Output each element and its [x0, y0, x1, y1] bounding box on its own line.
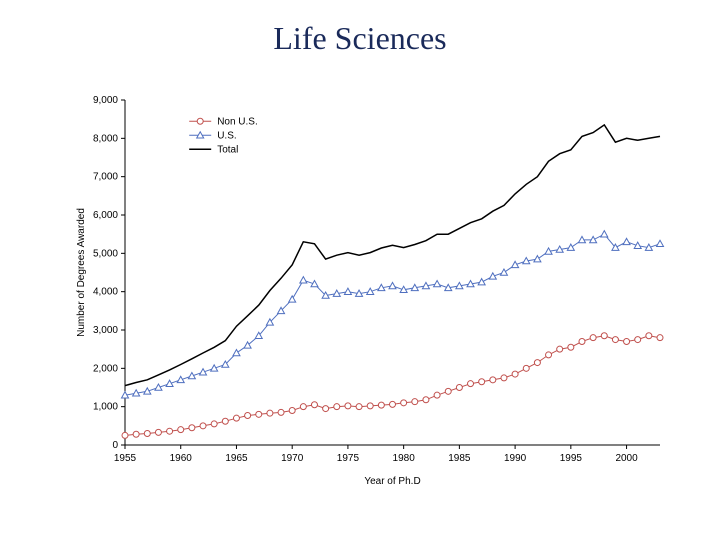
svg-text:Year of Ph.D: Year of Ph.D	[364, 476, 420, 487]
svg-text:Total: Total	[217, 144, 238, 155]
svg-text:1955: 1955	[114, 453, 137, 464]
page-title: Life Sciences	[0, 20, 720, 57]
svg-text:1985: 1985	[448, 453, 471, 464]
svg-text:2,000: 2,000	[93, 363, 118, 374]
svg-text:U.S.: U.S.	[217, 130, 236, 141]
phd-life-sciences-chart: 0 1,000 2,000 3,000 4,000 5,000 6,000 7,000 8,00…	[70, 90, 670, 490]
svg-text:9,000: 9,000	[93, 95, 118, 106]
svg-text:1990: 1990	[504, 453, 527, 464]
svg-text:1960: 1960	[170, 453, 193, 464]
svg-text:0: 0	[112, 440, 118, 451]
svg-text:Number of Degrees Awarded: Number of Degrees Awarded	[76, 208, 87, 337]
svg-text:1965: 1965	[225, 453, 248, 464]
svg-text:4,000: 4,000	[93, 287, 118, 298]
svg-text:1995: 1995	[560, 453, 583, 464]
svg-text:7,000: 7,000	[93, 172, 118, 183]
svg-text:1980: 1980	[393, 453, 416, 464]
svg-text:5,000: 5,000	[93, 248, 118, 259]
svg-text:1,000: 1,000	[93, 402, 118, 413]
svg-text:2000: 2000	[615, 453, 638, 464]
svg-text:Non U.S.: Non U.S.	[217, 116, 258, 127]
svg-text:8,000: 8,000	[93, 133, 118, 144]
svg-text:1975: 1975	[337, 453, 360, 464]
svg-text:3,000: 3,000	[93, 325, 118, 336]
svg-text:1970: 1970	[281, 453, 304, 464]
svg-text:6,000: 6,000	[93, 210, 118, 221]
